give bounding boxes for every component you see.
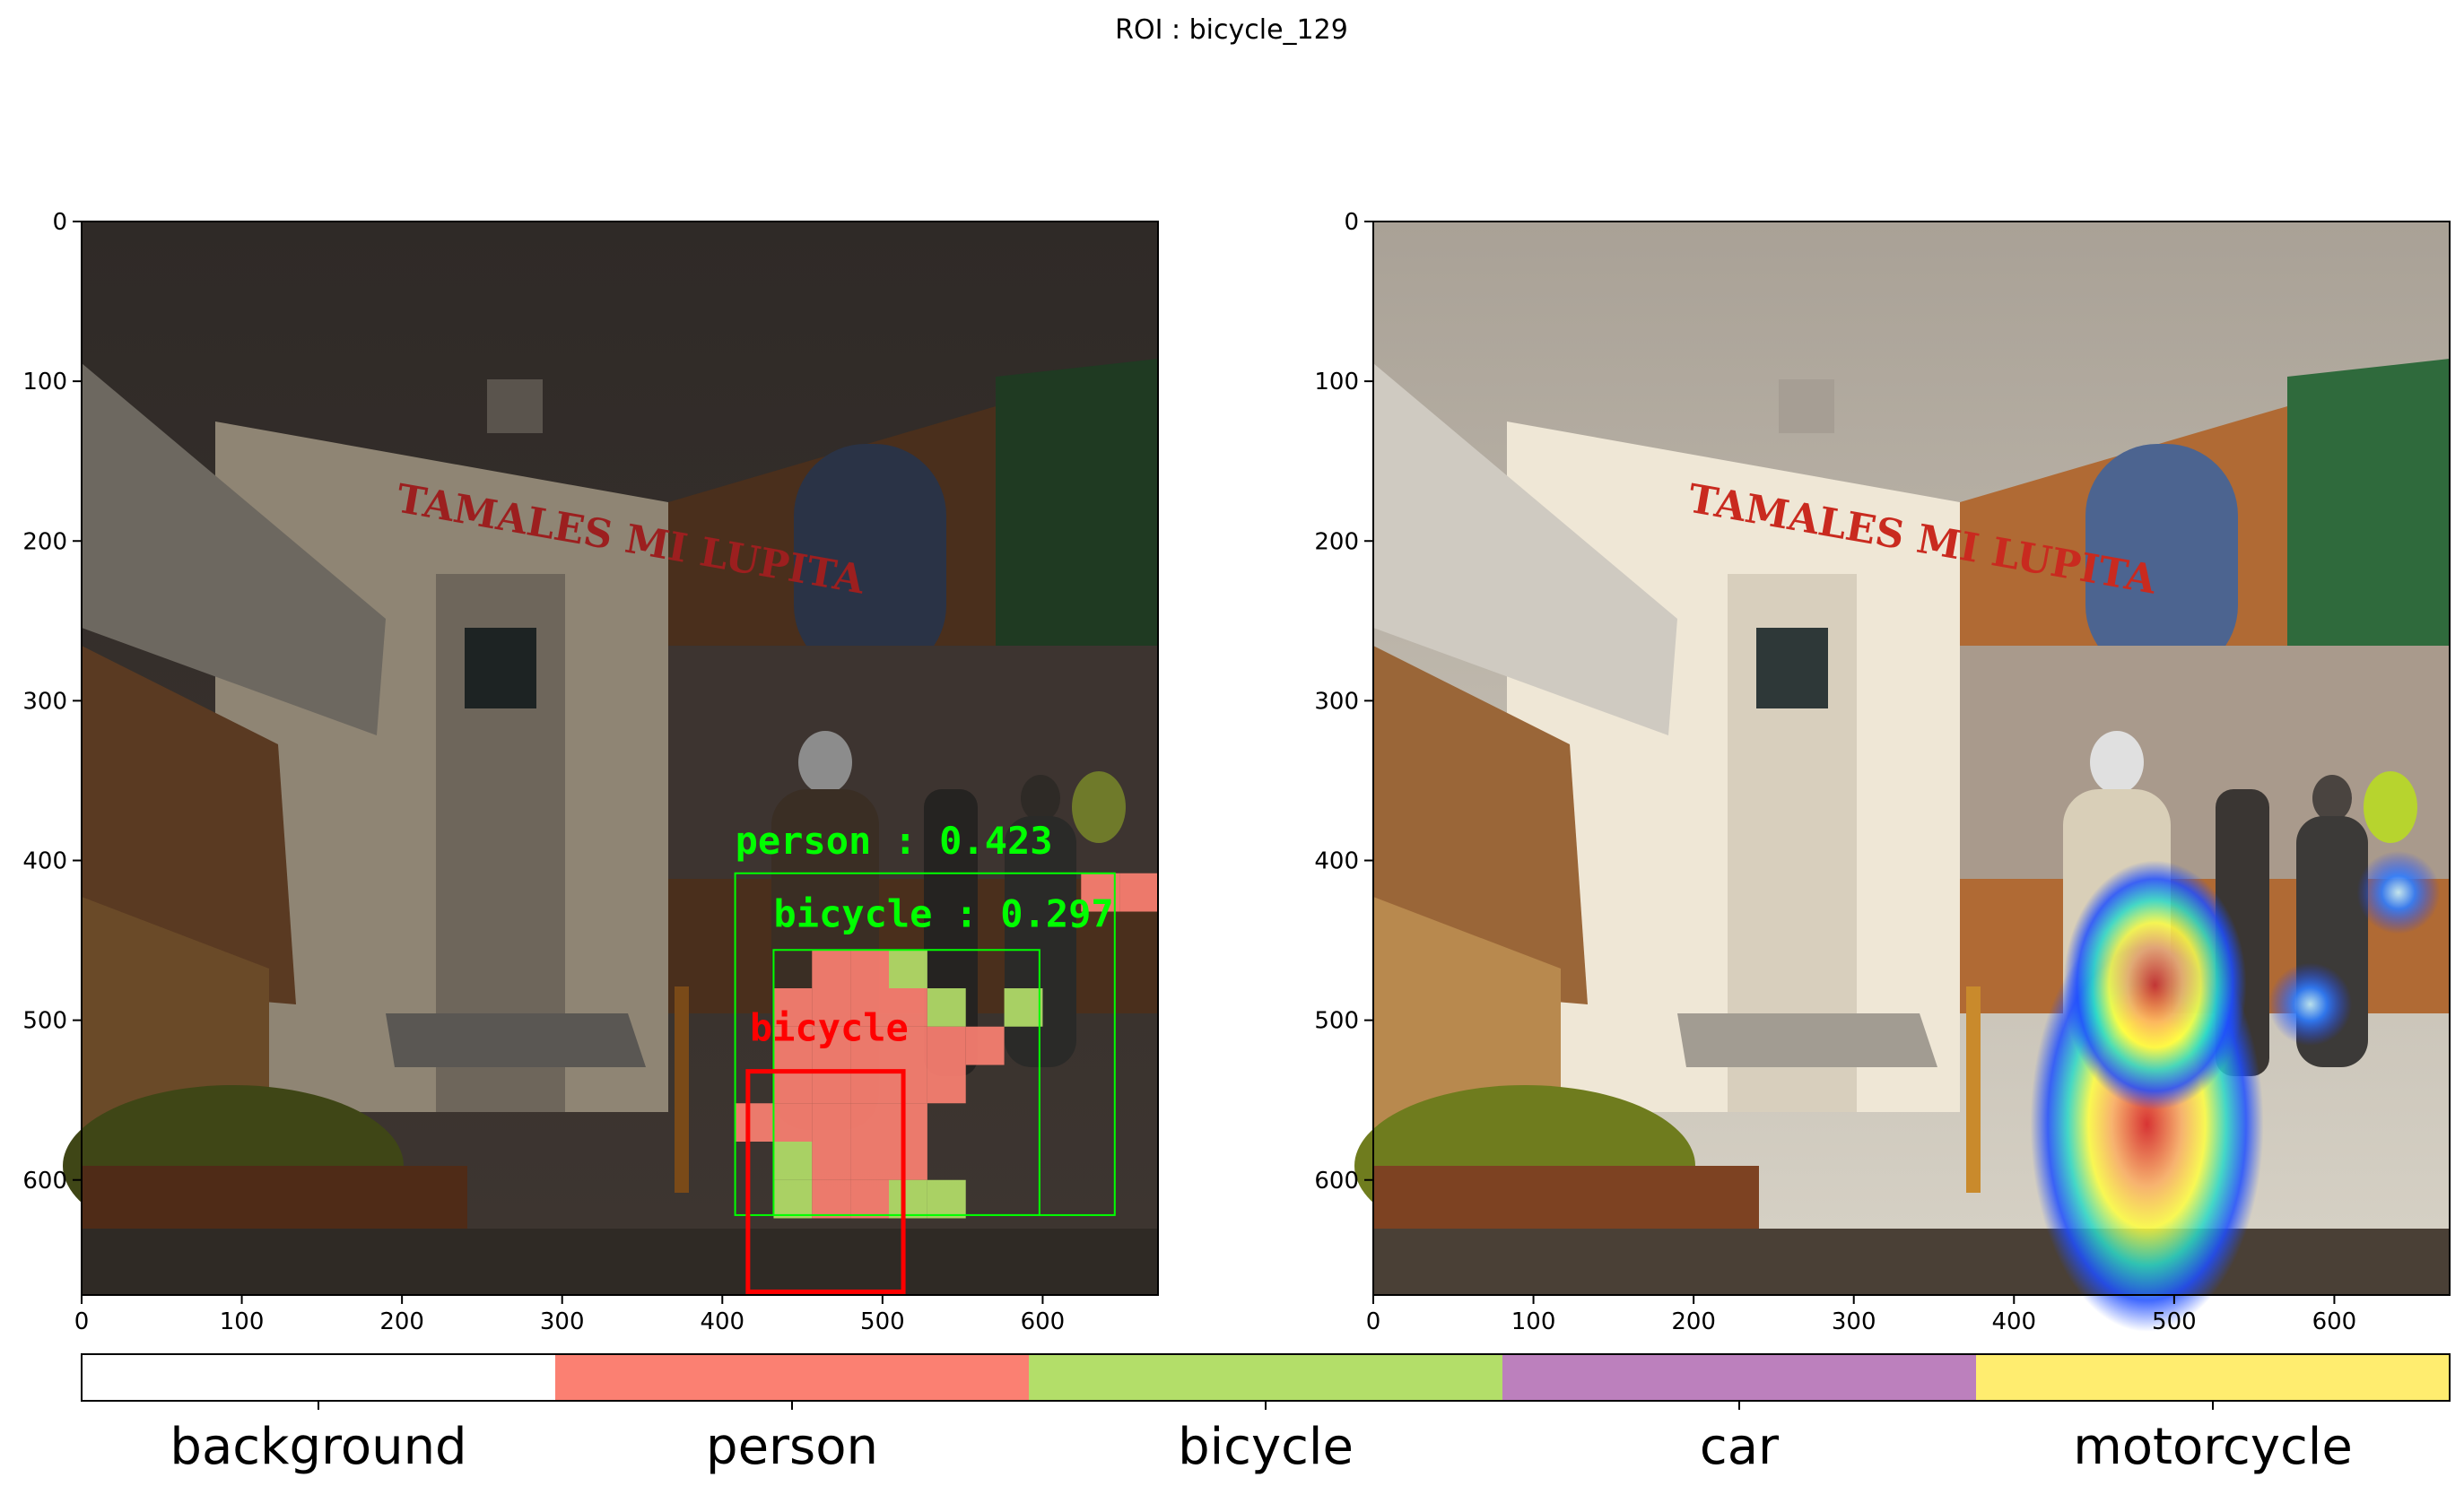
legend-swatch-motorcycle xyxy=(1976,1354,2450,1401)
legend-label-bicycle: bicycle xyxy=(1178,1418,1354,1476)
segmentation-cell-person xyxy=(773,1103,813,1142)
segmentation-cell-person xyxy=(927,1065,966,1104)
right-y-tick-label: 0 xyxy=(1344,209,1359,236)
segmentation-cell-person xyxy=(927,1026,966,1065)
right-y-tick-label: 600 xyxy=(1314,1168,1359,1195)
left-x-tick-label: 0 xyxy=(74,1308,90,1335)
right-y-tick-label: 500 xyxy=(1314,1008,1359,1035)
detection-box xyxy=(745,1069,906,1294)
left-x-tick-label: 200 xyxy=(379,1308,424,1335)
left-x-tick-label: 300 xyxy=(540,1308,585,1335)
segmentation-cell-bicycle xyxy=(889,1179,927,1219)
saliency-heatmap xyxy=(2030,850,2441,1332)
left-y-tick-label: 600 xyxy=(22,1168,67,1195)
right-x-tick-label: 200 xyxy=(1671,1308,1716,1335)
heatmap-hotspot xyxy=(2356,850,2441,934)
segmentation-cell-person xyxy=(850,950,889,988)
legend-swatch-background xyxy=(82,1354,555,1401)
segmentation-cell-person xyxy=(850,1179,889,1219)
heatmap-hotspot xyxy=(2063,860,2247,1110)
legend-label-background: background xyxy=(170,1418,466,1476)
left-y-tick-label: 100 xyxy=(22,369,67,395)
segmentation-cell-bicycle xyxy=(773,1179,813,1219)
right-x-tick-label: 600 xyxy=(2312,1308,2357,1335)
segmentation-cell-person xyxy=(1119,873,1158,912)
segmentation-cell-person xyxy=(850,1142,889,1180)
segmentation-cell-person xyxy=(889,988,927,1027)
detection-label: person : 0.423 xyxy=(736,819,1053,863)
segmentation-cell-person xyxy=(889,1026,927,1065)
right-x-tick-label: 300 xyxy=(1832,1308,1876,1335)
right-axes-frame xyxy=(1372,221,2451,1296)
left-image-panel: RESTAURANT & CAFE TAMALES MI LUPITA xyxy=(22,209,1159,1335)
right-scene-photo: RESTAURANT & CAFE TAMALES MI LUPITA xyxy=(1354,222,2450,1295)
segmentation-cell-person xyxy=(812,1142,851,1180)
legend-label-motorcycle: motorcycle xyxy=(2073,1418,2353,1476)
segmentation-cell-person xyxy=(850,1103,889,1142)
segmentation-cell-bicycle xyxy=(773,1142,813,1180)
segmentation-cell-bicycle xyxy=(927,1179,966,1219)
legend-swatch-car xyxy=(1502,1354,1976,1401)
legend-label-car: car xyxy=(1700,1418,1780,1476)
segmentation-cell-bicycle xyxy=(927,988,966,1027)
segmentation-cell-person xyxy=(965,1026,1005,1065)
class-color-legend: background person bicycle car motorcycle xyxy=(81,1353,2451,1476)
left-x-tick-label: 400 xyxy=(700,1308,744,1335)
segmentation-cell-person xyxy=(735,1103,774,1142)
left-y-tick-label: 200 xyxy=(22,528,67,555)
right-y-tick-label: 200 xyxy=(1314,528,1359,555)
segmentation-cell-person xyxy=(812,1103,851,1142)
detection-label: bicycle : 0.297 xyxy=(773,891,1113,935)
right-x-tick-label: 400 xyxy=(1991,1308,2036,1335)
left-x-tick-label: 100 xyxy=(220,1308,265,1335)
right-x-tick-label: 100 xyxy=(1511,1308,1556,1335)
left-y-tick-label: 400 xyxy=(22,848,67,875)
right-x-tick-label: 0 xyxy=(1366,1308,1381,1335)
segmentation-overlay xyxy=(735,873,1158,1219)
left-y-tick-label: 500 xyxy=(22,1008,67,1035)
right-x-tick-label: 500 xyxy=(2152,1308,2197,1335)
segmentation-cell-person xyxy=(812,1179,851,1219)
left-x-tick-label: 600 xyxy=(1021,1308,1066,1335)
right-image-panel: RESTAURANT & CAFE TAMALES MI LUPITA xyxy=(1314,209,2451,1335)
segmentation-cell-person xyxy=(773,1026,813,1065)
right-axis-ticks: 0 100 200 300 400 500 600 0 100 200 300 400 500 600 xyxy=(1314,209,2356,1335)
left-axes-frame xyxy=(81,221,1159,1296)
segmentation-cell-person xyxy=(773,988,813,1027)
segmentation-cell-bicycle xyxy=(1004,988,1043,1027)
segmentation-cell-person xyxy=(850,1026,889,1065)
segmentation-cell-person xyxy=(850,988,889,1027)
legend-label-person: person xyxy=(706,1418,878,1476)
legend-swatch-person xyxy=(555,1354,1029,1401)
right-y-tick-label: 400 xyxy=(1314,848,1359,875)
right-y-tick-label: 100 xyxy=(1314,369,1359,395)
segmentation-cell-person xyxy=(1081,873,1120,912)
left-scene-photo: RESTAURANT & CAFE TAMALES MI LUPITA xyxy=(63,222,1158,1295)
right-y-tick-label: 300 xyxy=(1314,688,1359,715)
left-axis-ticks: 0 100 200 300 400 500 600 0 100 200 300 400 500 600 xyxy=(22,209,1065,1335)
detection-label: bicycle xyxy=(750,1006,909,1050)
legend-frame xyxy=(81,1353,2451,1402)
segmentation-cell-person xyxy=(812,950,851,988)
segmentation-cell-person xyxy=(889,1103,927,1142)
segmentation-cell-person xyxy=(812,1026,851,1065)
segmentation-cell-person xyxy=(812,988,851,1027)
detection-box xyxy=(772,949,1040,1216)
left-x-tick-label: 500 xyxy=(860,1308,905,1335)
figure-title: ROI : bicycle_129 xyxy=(1115,14,1348,46)
segmentation-cell-person xyxy=(889,1142,927,1180)
detection-boxes: person : 0.423 bicycle : 0.297 bicycle xyxy=(734,819,1116,1294)
left-y-tick-label: 300 xyxy=(22,688,67,715)
heatmap-hotspot xyxy=(2268,962,2353,1047)
legend-swatch-bicycle xyxy=(1029,1354,1502,1401)
segmentation-cell-bicycle xyxy=(889,950,927,988)
left-y-tick-label: 0 xyxy=(52,209,67,236)
